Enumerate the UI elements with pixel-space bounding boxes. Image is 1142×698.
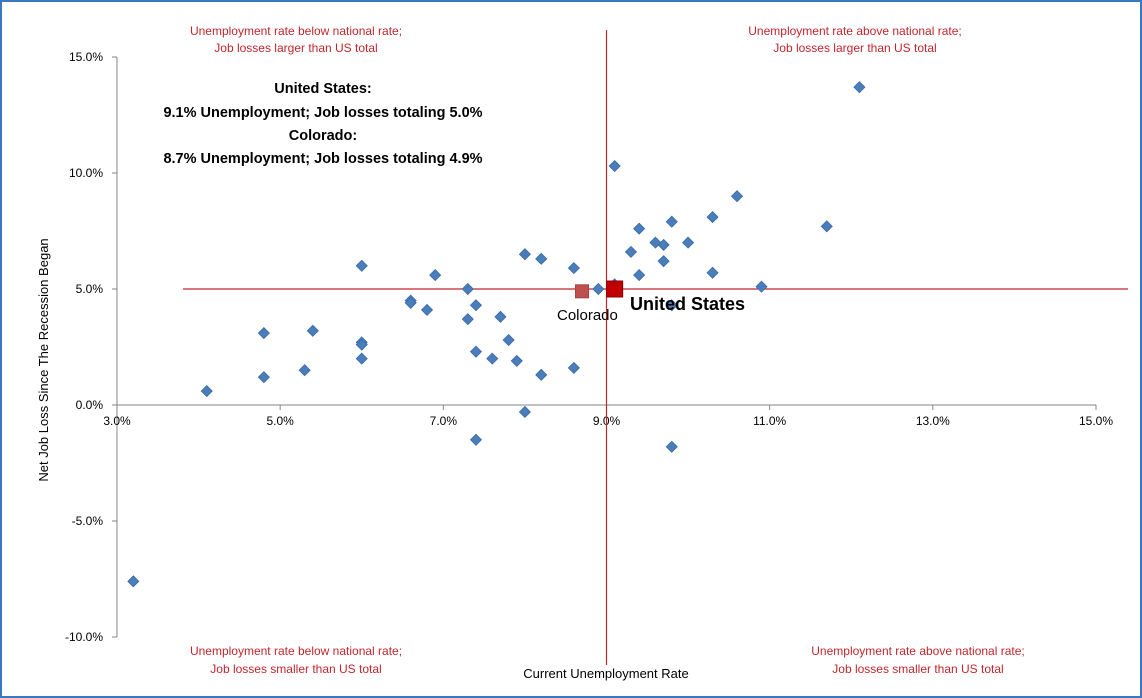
data-point [633, 269, 646, 282]
summary-annotation: United States: 9.1% Unemployment; Job lo… [163, 81, 482, 167]
data-point [257, 327, 270, 340]
data-point [853, 81, 866, 94]
data-point [706, 211, 719, 224]
y-tick-label: 5.0% [76, 282, 104, 296]
svg-text:8.7% Unemployment; Job losses: 8.7% Unemployment; Job losses totaling 4… [163, 151, 482, 167]
quadrant-annotation-top-left: Unemployment rate below national rate; J… [190, 24, 402, 55]
data-point [486, 352, 499, 365]
data-point [420, 303, 434, 316]
svg-text:Unemployment rate above nation: Unemployment rate above national rate; [811, 644, 1024, 658]
data-point [657, 238, 670, 251]
y-tick-label: 0.0% [76, 398, 104, 412]
x-tick-label: 3.0% [103, 414, 131, 428]
tick-labels: 3.0% 5.0% 7.0% 9.0% 11.0% 13.0% 15.0%-10.0%-5.… [65, 50, 1113, 644]
data-point [127, 575, 140, 588]
colorado-marker [575, 284, 590, 299]
x-tick-label: 11.0% [753, 414, 786, 428]
data-point [404, 296, 417, 309]
colorado-label: Colorado [557, 307, 618, 324]
reference-lines [183, 30, 1128, 665]
y-axis-label: Net Job Loss Since The Recession Began [36, 238, 51, 481]
data-point [429, 269, 442, 282]
highlight-points [575, 280, 624, 299]
data-point [592, 282, 605, 296]
data-point [306, 324, 319, 337]
data-point [657, 255, 670, 268]
data-point [706, 266, 719, 279]
data-point [608, 159, 621, 173]
data-point [257, 371, 270, 384]
y-tick-label: -5.0% [72, 514, 104, 528]
svg-text:United States:: United States: [274, 81, 372, 97]
united-states-marker [606, 280, 624, 298]
data-point [567, 361, 580, 374]
axes [112, 56, 1097, 638]
data-point [518, 248, 531, 261]
data-point [682, 236, 695, 249]
data-point [535, 252, 548, 265]
data-point [820, 220, 833, 233]
quadrant-annotation-bottom-right: Unemployment rate above national rate; J… [811, 644, 1024, 676]
data-point [665, 215, 678, 228]
y-tick-label: 15.0% [69, 50, 103, 64]
data-point [200, 385, 213, 398]
svg-text:Job losses smaller than US tot: Job losses smaller than US total [832, 662, 1003, 676]
data-point [355, 352, 368, 365]
svg-text:Job losses larger than US tota: Job losses larger than US total [773, 41, 936, 55]
x-tick-label: 7.0% [430, 414, 458, 428]
data-point [469, 433, 483, 446]
svg-text:9.1% Unemployment; Job losses: 9.1% Unemployment; Job losses totaling 5… [163, 105, 482, 121]
data-point [730, 190, 744, 203]
data-point [355, 259, 368, 272]
data-point [535, 368, 548, 381]
svg-text:Unemployment rate above nation: Unemployment rate above national rate; [748, 24, 961, 38]
data-point [502, 333, 515, 347]
united-states-label: United States [630, 294, 745, 314]
svg-text:Job losses smaller than US tot: Job losses smaller than US total [210, 662, 381, 676]
svg-text:Unemployment rate below nation: Unemployment rate below national rate; [190, 24, 402, 38]
x-axis-label: Current Unemployment Rate [523, 666, 688, 681]
data-point [469, 299, 483, 312]
data-point [567, 262, 580, 275]
data-point [461, 313, 474, 326]
data-point [469, 345, 483, 358]
svg-text:Job losses larger than US tota: Job losses larger than US total [214, 41, 377, 55]
svg-text:Unemployment rate below nation: Unemployment rate below national rate; [190, 644, 402, 658]
data-point [461, 282, 474, 296]
data-point [665, 440, 678, 453]
data-point [298, 364, 311, 377]
data-point [633, 222, 646, 235]
x-tick-label: 5.0% [266, 414, 294, 428]
quadrant-annotation-bottom-left: Unemployment rate below national rate; J… [190, 644, 402, 676]
y-tick-label: 10.0% [69, 166, 103, 180]
data-point [665, 299, 678, 312]
x-tick-label: 13.0% [916, 414, 950, 428]
x-tick-label: 15.0% [1079, 414, 1113, 428]
data-point [510, 354, 523, 367]
data-point [355, 338, 368, 351]
data-point [494, 310, 507, 323]
data-point [624, 245, 638, 258]
quadrant-annotation-top-right: Unemployment rate above national rate; J… [748, 24, 961, 55]
svg-text:Colorado:: Colorado: [289, 128, 357, 144]
data-points [127, 81, 866, 588]
data-point [518, 405, 531, 419]
data-point [755, 280, 768, 293]
y-tick-label: -10.0% [65, 630, 103, 644]
